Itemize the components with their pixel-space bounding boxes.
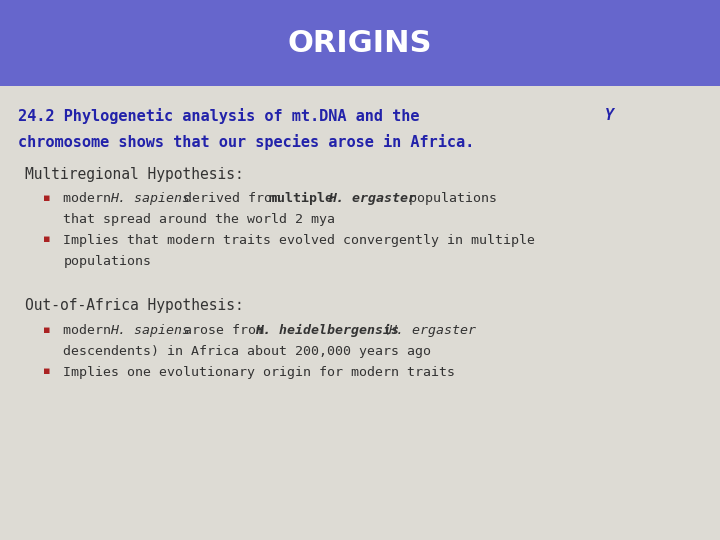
Text: ▪: ▪ xyxy=(43,234,50,245)
Text: H. heidelbergensis: H. heidelbergensis xyxy=(256,324,400,337)
Text: (: ( xyxy=(374,324,391,337)
Text: populations: populations xyxy=(401,192,498,205)
Text: modern: modern xyxy=(63,192,120,205)
Text: H. ergaster: H. ergaster xyxy=(328,192,416,205)
Text: ▪: ▪ xyxy=(43,325,50,335)
Text: populations: populations xyxy=(63,255,151,268)
Text: arose from: arose from xyxy=(176,324,272,337)
Text: Implies one evolutionary origin for modern traits: Implies one evolutionary origin for mode… xyxy=(63,366,455,379)
Text: 24.2 Phylogenetic analysis of mt.DNA and the: 24.2 Phylogenetic analysis of mt.DNA and… xyxy=(18,108,428,124)
Text: ▪: ▪ xyxy=(43,193,50,204)
Text: H. sapiens: H. sapiens xyxy=(109,324,190,337)
Text: ▪: ▪ xyxy=(43,366,50,376)
Text: Multiregional Hypothesis:: Multiregional Hypothesis: xyxy=(25,167,244,183)
Text: chromosome shows that our species arose in Africa.: chromosome shows that our species arose … xyxy=(18,134,474,150)
Text: multiple: multiple xyxy=(269,192,341,205)
Text: that spread around the world 2 mya: that spread around the world 2 mya xyxy=(63,213,336,226)
Text: Implies that modern traits evolved convergently in multiple: Implies that modern traits evolved conve… xyxy=(63,234,536,247)
Text: Y: Y xyxy=(605,108,614,123)
Text: H. ergaster: H. ergaster xyxy=(388,324,476,337)
Text: Out-of-Africa Hypothesis:: Out-of-Africa Hypothesis: xyxy=(25,298,244,313)
Text: H. sapiens: H. sapiens xyxy=(109,192,190,205)
Text: modern: modern xyxy=(63,324,120,337)
Text: descendents) in Africa about 200,000 years ago: descendents) in Africa about 200,000 yea… xyxy=(63,345,431,358)
Text: ORIGINS: ORIGINS xyxy=(288,29,432,58)
Text: derived from: derived from xyxy=(176,192,288,205)
Bar xyxy=(0,0,720,86)
